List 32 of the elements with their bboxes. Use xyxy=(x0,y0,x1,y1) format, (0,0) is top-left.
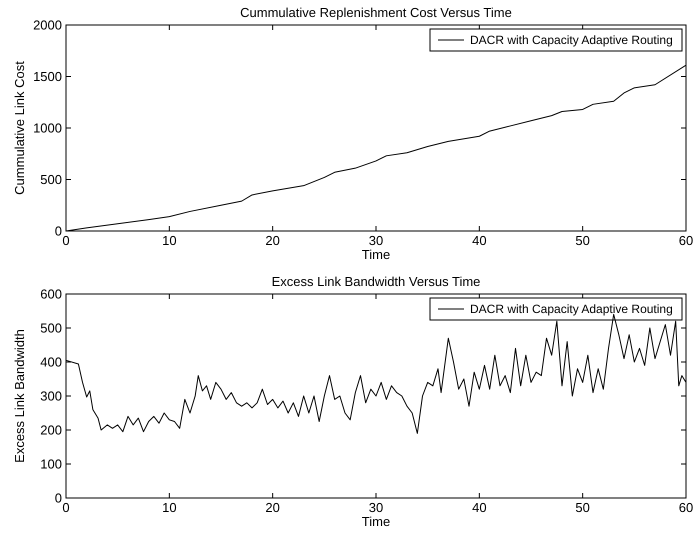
x-axis-title: Time xyxy=(362,514,390,529)
x-tick-label: 50 xyxy=(575,233,590,248)
x-tick-label: 20 xyxy=(265,233,280,248)
x-axis-title: Time xyxy=(362,247,390,262)
legend-label: DACR with Capacity Adaptive Routing xyxy=(470,33,673,47)
y-tick-label: 500 xyxy=(40,172,62,187)
x-tick-label: 10 xyxy=(162,500,177,515)
chart-title: Excess Link Bandwidth Versus Time xyxy=(272,274,480,289)
y-tick-label: 500 xyxy=(40,320,62,336)
y-tick-label: 2000 xyxy=(33,18,62,32)
x-tick-label: 40 xyxy=(472,233,487,248)
y-axis-title: Excess Link Bandwidth xyxy=(12,329,27,463)
x-tick-label: 50 xyxy=(575,500,590,515)
x-tick-label: 30 xyxy=(368,233,384,248)
chart-title: Cummulative Replenishment Cost Versus Time xyxy=(240,5,512,20)
y-axis-title: Cummulative Link Cost xyxy=(12,60,27,195)
x-tick-label: 30 xyxy=(368,500,384,515)
y-tick-label: 100 xyxy=(40,456,62,472)
y-tick-label: 0 xyxy=(54,490,62,506)
x-tick-label: 20 xyxy=(265,500,280,515)
y-tick-label: 0 xyxy=(54,224,62,238)
legend-label: DACR with Capacity Adaptive Routing xyxy=(470,302,673,316)
y-tick-label: 600 xyxy=(40,286,62,302)
x-tick-label: 40 xyxy=(472,500,487,515)
y-tick-label: 300 xyxy=(40,388,62,404)
x-tick-label: 60 xyxy=(678,500,694,515)
y-tick-label: 200 xyxy=(40,422,62,438)
y-tick-label: 400 xyxy=(40,354,62,370)
y-tick-label: 1500 xyxy=(33,69,62,84)
x-tick-label: 60 xyxy=(678,233,694,248)
y-tick-label: 1000 xyxy=(33,120,62,136)
x-tick-label: 10 xyxy=(162,233,177,248)
